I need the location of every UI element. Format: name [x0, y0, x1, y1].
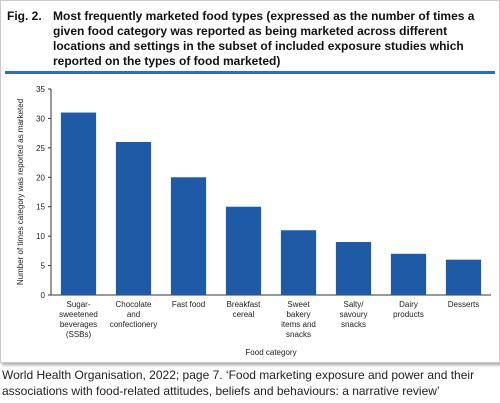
y-tick-label: 5: [41, 262, 46, 271]
bar: [170, 177, 207, 295]
bar: [445, 259, 482, 295]
y-tick-label: 25: [36, 144, 45, 153]
x-tick-label: Desserts: [448, 300, 480, 309]
y-tick-label: 35: [36, 85, 45, 94]
x-tick-label: Chocolate and confectionery: [110, 300, 158, 329]
bar: [390, 253, 427, 295]
x-tick-label: Breakfast cereal: [227, 300, 262, 319]
y-tick-label: 20: [36, 173, 45, 182]
x-tick-label: Sweet bakery items and snacks: [281, 300, 316, 339]
x-tick-label: Sugar-sweetened beverages (SSBs): [59, 300, 98, 339]
source-caption: World Health Organisation, 2022; page 7.…: [2, 368, 475, 398]
y-tick-label: 15: [36, 203, 45, 212]
y-tick-label: 0: [41, 291, 46, 300]
y-axis-title: Number of times category was reported as…: [16, 99, 25, 285]
x-tick-label: Salty/savoury snacks: [339, 300, 367, 329]
y-tick-label: 30: [36, 114, 45, 123]
bar: [115, 141, 152, 295]
bar: [225, 206, 262, 295]
x-axis-title: Food category: [245, 348, 296, 357]
bar: [335, 242, 372, 295]
figure-title: Most frequently marketed food types (exp…: [53, 9, 475, 68]
y-tick-label: 10: [36, 232, 45, 241]
bar: [60, 112, 97, 295]
x-tick-label: Fast food: [172, 300, 205, 309]
bar-chart: 0 5 10 15 20 25 30 35 Sugar-sweetened beverages (S…: [16, 85, 491, 357]
figure-number: Fig. 2.: [7, 9, 42, 23]
x-tick-label: Dairy products: [393, 300, 424, 319]
bar: [280, 230, 317, 295]
title-rule: [5, 71, 495, 74]
figure-frame: Fig. 2. Most frequently marketed food ty…: [0, 0, 500, 363]
